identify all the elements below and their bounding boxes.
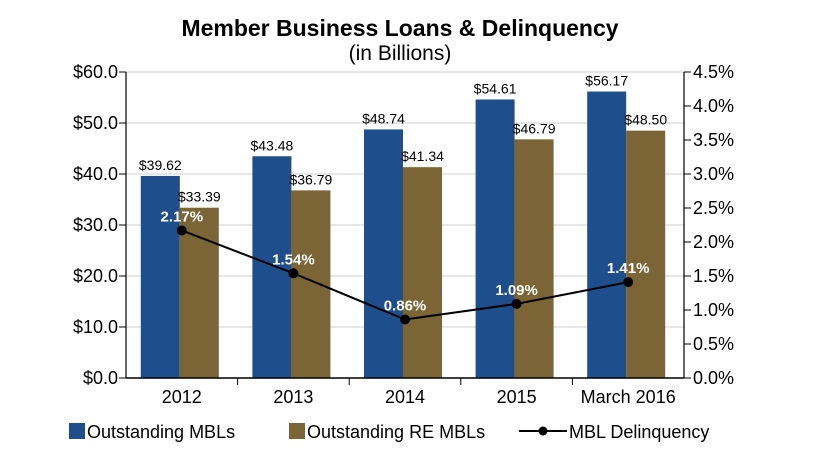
delinquency-value-label: 2.17% <box>161 208 204 225</box>
y-left-tick-label: $50.0 <box>73 113 118 133</box>
y-left-tick-label: $20.0 <box>73 266 118 286</box>
delinquency-value-label: 1.54% <box>272 251 315 268</box>
legend-label-outstanding-mbls: Outstanding MBLs <box>87 422 235 442</box>
bar-outstanding-mbls <box>475 99 515 378</box>
axes: $0.0 $10.0 $20.0 $30.0 $40.0 $50.0 $60.0 0.0% 0.… <box>73 62 734 407</box>
bar-value-label: $48.74 <box>362 110 405 126</box>
bar-outstanding-mbls <box>252 156 292 378</box>
delinquency-point <box>176 225 187 236</box>
y-right-tick-label: 3.5% <box>693 130 734 150</box>
y-left-tick-label: $30.0 <box>73 215 118 235</box>
delinquency-point <box>623 277 634 288</box>
y-right-tick-label: 0.5% <box>693 334 734 354</box>
y-right-tick-label: 2.0% <box>693 232 734 252</box>
bars <box>140 91 666 379</box>
bar-value-label: $54.61 <box>474 80 517 96</box>
y-right-tick-label: 4.0% <box>693 96 734 116</box>
y-right-tick-label: 4.5% <box>693 62 734 82</box>
y-left-tick-label: $0.0 <box>83 368 118 388</box>
legend-swatch-outstanding-re-mbls <box>289 423 305 439</box>
y-left-tick-label: $10.0 <box>73 317 118 337</box>
x-category-label: 2013 <box>273 387 313 407</box>
y-left-tick-label: $40.0 <box>73 164 118 184</box>
delinquency-point <box>400 314 410 325</box>
bar-outstanding-re-mbls <box>514 139 554 378</box>
x-category-label: 2012 <box>162 387 202 407</box>
bar-value-label: $41.34 <box>401 148 444 164</box>
data-labels: $39.62 $33.39 $43.48 $36.79 $48.74 $41.34 $54.… <box>139 73 667 315</box>
y-right-tick-label: 2.5% <box>693 198 734 218</box>
bar-value-label: $43.48 <box>250 137 293 153</box>
delinquency-value-label: 1.41% <box>607 260 650 277</box>
x-category-label: 2014 <box>385 387 425 407</box>
bar-value-label: $39.62 <box>139 157 182 173</box>
legend-swatch-outstanding-mbls <box>69 423 85 439</box>
chart-subtitle: (in Billions) <box>349 42 452 65</box>
bar-value-label: $48.50 <box>624 112 667 128</box>
y-left-tick-label: $60.0 <box>73 62 118 82</box>
bar-outstanding-mbls <box>140 175 180 378</box>
x-category-label: 2015 <box>497 387 537 407</box>
x-category-label: March 2016 <box>581 387 676 407</box>
delinquency-line <box>176 225 634 325</box>
delinquency-value-label: 1.09% <box>495 282 538 299</box>
delinquency-point <box>288 268 299 279</box>
chart-title: Member Business Loans & Delinquency <box>181 15 618 41</box>
bar-value-label: $36.79 <box>289 171 332 187</box>
bar-outstanding-mbls <box>587 91 627 379</box>
delinquency-point <box>511 298 522 309</box>
y-right-tick-label: 1.0% <box>693 300 734 320</box>
y-right-tick-label: 1.5% <box>693 266 734 286</box>
bar-outstanding-re-mbls <box>626 130 666 378</box>
bar-value-label: $56.17 <box>585 73 628 89</box>
bar-outstanding-re-mbls <box>403 167 442 378</box>
bar-value-label: $46.79 <box>513 120 556 136</box>
legend-label-outstanding-re-mbls: Outstanding RE MBLs <box>307 422 485 442</box>
y-right-tick-label: 3.0% <box>693 164 734 184</box>
delinquency-value-label: 0.86% <box>384 298 427 315</box>
y-right-tick-label: 0.0% <box>693 368 734 388</box>
bar-outstanding-re-mbls <box>291 190 331 378</box>
bar-outstanding-mbls <box>364 129 403 378</box>
legend: Outstanding MBLs Outstanding RE MBLs MBL D… <box>69 422 709 442</box>
legend-label-mbl-delinquency: MBL Delinquency <box>569 422 709 442</box>
bar-value-label: $33.39 <box>178 189 221 205</box>
legend-marker-mbl-delinquency <box>538 426 548 436</box>
